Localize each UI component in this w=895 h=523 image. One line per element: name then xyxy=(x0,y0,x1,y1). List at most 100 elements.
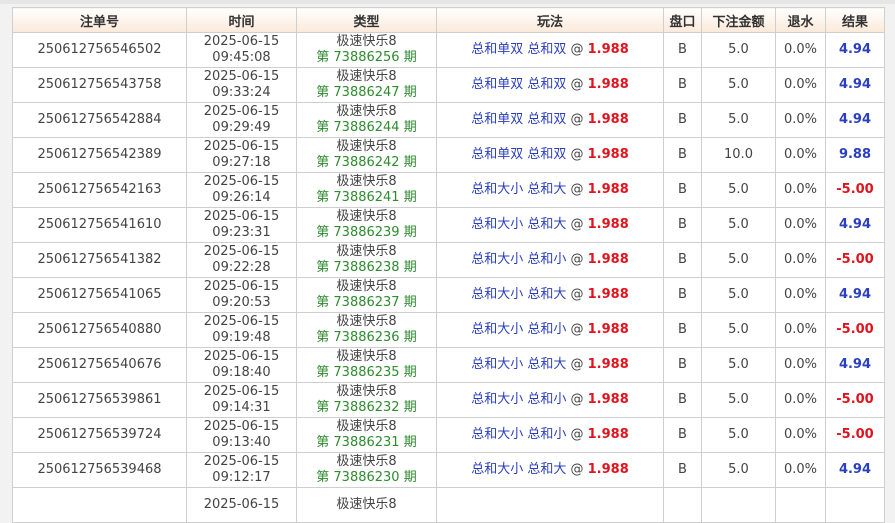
issue-number: 第 73886239 期 xyxy=(316,225,417,240)
table-row: 250612756546502 2025-06-15 09:45:08 极速快乐8 第 … xyxy=(12,32,885,68)
table-row: 250612756540880 2025-06-15 09:19:48 极速快乐8 第 … xyxy=(12,312,885,348)
amount: 10.0 xyxy=(701,137,776,173)
play-name: 总和大小 总和大 xyxy=(471,462,567,477)
table-row: 2025-06-15 极速快乐8 xyxy=(12,487,885,523)
result: 4.94 xyxy=(825,67,885,103)
pan: B xyxy=(663,277,702,313)
pan: B xyxy=(663,207,702,243)
odds: 1.988 xyxy=(587,77,629,92)
bet-clock: 09:20:53 xyxy=(212,295,271,310)
play-name: 总和大小 总和小 xyxy=(471,392,567,407)
table-row: 250612756542389 2025-06-15 09:27:18 极速快乐8 第 … xyxy=(12,137,885,173)
bet-time: 2025-06-15 09:26:14 xyxy=(186,172,297,208)
bet-clock: 09:26:14 xyxy=(212,190,271,205)
header-amount: 下注金额 xyxy=(701,7,776,33)
bet-history-table-container: 注单号 时间 类型 玩法 盘口 下注金额 退水 结果 250612756546502 2025-… xyxy=(12,7,885,523)
bet-time: 2025-06-15 09:20:53 xyxy=(186,277,297,313)
game-name: 极速快乐8 xyxy=(336,244,397,259)
pan: B xyxy=(663,242,702,278)
issue-number: 第 73886256 期 xyxy=(316,50,417,65)
bet-date: 2025-06-15 xyxy=(203,454,280,469)
amount xyxy=(701,487,776,523)
bet-clock: 09:22:28 xyxy=(212,260,271,275)
pan: B xyxy=(663,32,702,68)
pan: B xyxy=(663,67,702,103)
rebate: 0.0% xyxy=(775,452,826,488)
game-name: 极速快乐8 xyxy=(336,279,397,294)
bet-play xyxy=(436,487,664,523)
game-name: 极速快乐8 xyxy=(336,384,397,399)
bet-type: 极速快乐8 第 73886242 期 xyxy=(296,137,437,173)
rebate: 0.0% xyxy=(775,32,826,68)
table-row: 250612756542884 2025-06-15 09:29:49 极速快乐8 第 … xyxy=(12,102,885,138)
amount: 5.0 xyxy=(701,312,776,348)
bet-id: 250612756542163 xyxy=(12,172,187,208)
game-name: 极速快乐8 xyxy=(336,34,397,49)
rebate: 0.0% xyxy=(775,277,826,313)
play-name: 总和单双 总和双 xyxy=(471,42,567,57)
at-sign: @ xyxy=(570,462,584,477)
amount: 5.0 xyxy=(701,452,776,488)
table-row: 250612756542163 2025-06-15 09:26:14 极速快乐8 第 … xyxy=(12,172,885,208)
bet-clock: 09:19:48 xyxy=(212,330,271,345)
play-name: 总和单双 总和双 xyxy=(471,147,567,162)
play-name: 总和大小 总和大 xyxy=(471,287,567,302)
game-name: 极速快乐8 xyxy=(336,454,397,469)
game-name: 极速快乐8 xyxy=(336,139,397,154)
rebate: 0.0% xyxy=(775,382,826,418)
bet-time: 2025-06-15 09:45:08 xyxy=(186,32,297,68)
bet-time: 2025-06-15 09:23:31 xyxy=(186,207,297,243)
header-time: 时间 xyxy=(186,7,297,33)
bet-play: 总和大小 总和大 @ 1.988 xyxy=(436,452,664,488)
bet-type: 极速快乐8 xyxy=(296,487,437,523)
odds: 1.988 xyxy=(587,287,629,302)
bet-date: 2025-06-15 xyxy=(203,349,280,364)
play-name: 总和大小 总和小 xyxy=(471,427,567,442)
bet-type: 极速快乐8 第 73886230 期 xyxy=(296,452,437,488)
game-name: 极速快乐8 xyxy=(336,349,397,364)
at-sign: @ xyxy=(570,42,584,57)
header-bet-id: 注单号 xyxy=(12,7,187,33)
bet-date: 2025-06-15 xyxy=(203,419,280,434)
bet-id: 250612756542884 xyxy=(12,102,187,138)
rebate: 0.0% xyxy=(775,172,826,208)
odds: 1.988 xyxy=(587,252,629,267)
bet-history-table: 注单号 时间 类型 玩法 盘口 下注金额 退水 结果 250612756546502 2025-… xyxy=(12,7,885,523)
result: -5.00 xyxy=(825,417,885,453)
table-row: 250612756539861 2025-06-15 09:14:31 极速快乐8 第 … xyxy=(12,382,885,418)
bet-date: 2025-06-15 xyxy=(203,384,280,399)
pan: B xyxy=(663,137,702,173)
bet-play: 总和大小 总和大 @ 1.988 xyxy=(436,207,664,243)
issue-number: 第 73886238 期 xyxy=(316,260,417,275)
result: 4.94 xyxy=(825,452,885,488)
bet-type: 极速快乐8 第 73886237 期 xyxy=(296,277,437,313)
issue-number: 第 73886237 期 xyxy=(316,295,417,310)
bet-id: 250612756546502 xyxy=(12,32,187,68)
issue-number: 第 73886242 期 xyxy=(316,155,417,170)
bet-type: 极速快乐8 第 73886244 期 xyxy=(296,102,437,138)
play-name: 总和单双 总和双 xyxy=(471,77,567,92)
play-name: 总和大小 总和大 xyxy=(471,357,567,372)
bet-date: 2025-06-15 xyxy=(203,209,280,224)
bet-time: 2025-06-15 09:22:28 xyxy=(186,242,297,278)
pan xyxy=(663,487,702,523)
bet-clock: 09:27:18 xyxy=(212,155,271,170)
odds: 1.988 xyxy=(587,112,629,127)
bet-date: 2025-06-15 xyxy=(203,497,280,512)
amount: 5.0 xyxy=(701,382,776,418)
bet-play: 总和大小 总和小 @ 1.988 xyxy=(436,242,664,278)
bet-date: 2025-06-15 xyxy=(203,174,280,189)
play-name: 总和单双 总和双 xyxy=(471,112,567,127)
odds: 1.988 xyxy=(587,217,629,232)
game-name: 极速快乐8 xyxy=(336,314,397,329)
table-row: 250612756541065 2025-06-15 09:20:53 极速快乐8 第 … xyxy=(12,277,885,313)
odds: 1.988 xyxy=(587,147,629,162)
bet-id: 250612756539468 xyxy=(12,452,187,488)
game-name: 极速快乐8 xyxy=(336,419,397,434)
bet-time: 2025-06-15 09:19:48 xyxy=(186,312,297,348)
amount: 5.0 xyxy=(701,207,776,243)
bet-id: 250612756539724 xyxy=(12,417,187,453)
rebate: 0.0% xyxy=(775,137,826,173)
bet-play: 总和大小 总和小 @ 1.988 xyxy=(436,417,664,453)
amount: 5.0 xyxy=(701,32,776,68)
